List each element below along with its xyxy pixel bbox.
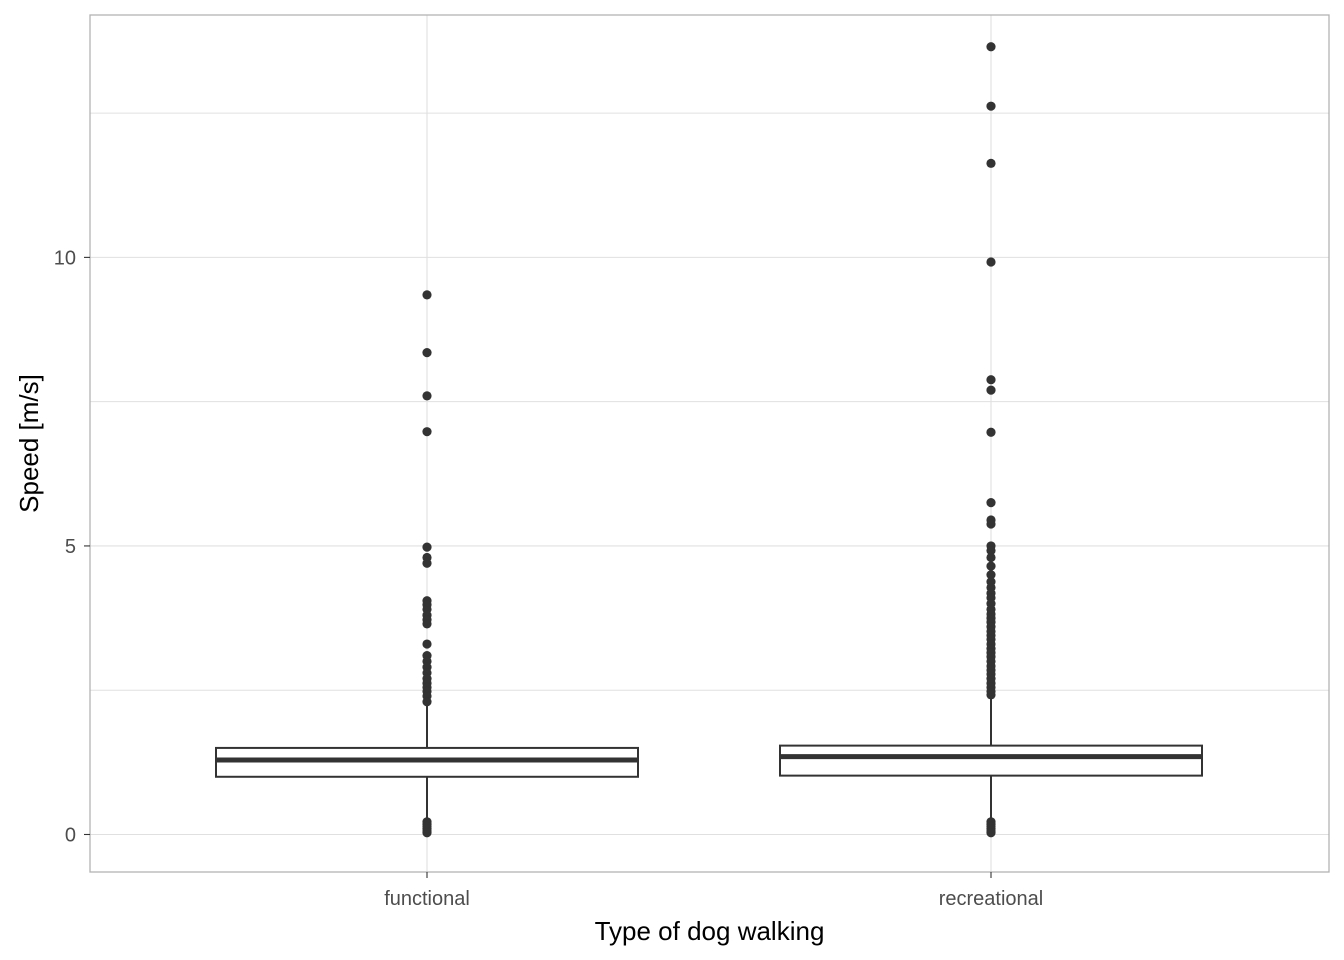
outlier-point (422, 348, 432, 358)
boxplot-layer (215, 42, 1203, 838)
y-axis-title: Speed [m/s] (14, 374, 44, 513)
grid-lines (90, 15, 1329, 872)
outlier-point (986, 42, 996, 52)
outlier-point (422, 290, 432, 300)
y-tick-label: 5 (65, 536, 76, 558)
outlier-point (422, 697, 432, 707)
outlier-point (986, 427, 996, 437)
outlier-point (986, 570, 996, 580)
x-axis-title: Type of dog walking (595, 916, 825, 946)
outlier-point (422, 828, 432, 838)
y-tick-label: 10 (54, 247, 76, 269)
x-tick-label: functional (384, 888, 470, 910)
outlier-point (986, 519, 996, 529)
outlier-point (986, 828, 996, 838)
outlier-point (986, 561, 996, 571)
outlier-point (986, 545, 996, 556)
outlier-point (986, 498, 996, 508)
outlier-point (986, 690, 996, 700)
x-tick-label: recreational (939, 888, 1044, 910)
outlier-point (986, 375, 996, 385)
outlier-point (422, 542, 432, 552)
outlier-point (986, 257, 996, 267)
box-recreational (779, 42, 1203, 838)
y-tick-label: 0 (65, 824, 76, 846)
outlier-point (986, 158, 996, 168)
outlier-point (422, 639, 432, 649)
y-axis-ticks: 0 5 10 (54, 247, 90, 846)
outlier-point (986, 552, 996, 563)
x-axis-ticks: functional recreational (384, 872, 1043, 910)
outlier-point (422, 427, 432, 437)
box-iqr (779, 744, 1203, 777)
outlier-point (422, 558, 432, 568)
outlier-point (422, 391, 432, 401)
outlier-point (422, 619, 432, 629)
panel-border (89, 14, 1330, 873)
box-functional (215, 290, 639, 838)
outlier-point (986, 385, 996, 395)
outlier-point (986, 101, 996, 111)
